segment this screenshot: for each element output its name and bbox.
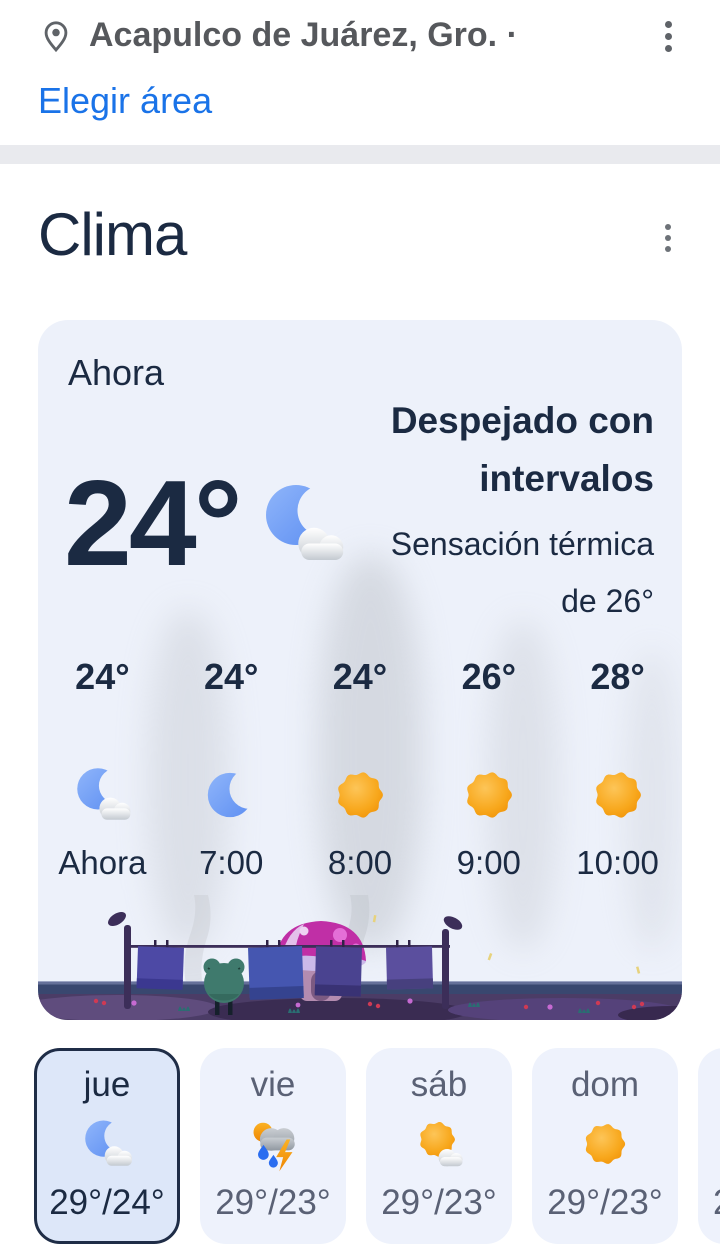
day-card-vie[interactable]: vie 29°/23° — [200, 1048, 346, 1244]
moon-cloud-icon — [254, 476, 350, 572]
sun-cloud-icon — [410, 1115, 468, 1173]
feels-like-line: Sensación térmica — [390, 526, 654, 562]
hour-temp: 26° — [461, 656, 517, 697]
storm-icon — [244, 1115, 302, 1173]
sun-icon — [585, 762, 651, 828]
hour-temp: 28° — [590, 656, 645, 697]
page-title: Clima — [38, 201, 187, 268]
section-divider — [0, 145, 720, 164]
day-card-sab[interactable]: sáb 29°/23° — [366, 1048, 512, 1244]
day-temps: 29°/23° — [547, 1183, 663, 1222]
hour-time: 8:00 — [327, 844, 393, 881]
location-pin-icon — [44, 20, 68, 52]
now-label: Ahora — [68, 352, 165, 393]
day-card-jue[interactable]: jue 29°/24° — [34, 1048, 180, 1244]
clothesline — [108, 911, 463, 1009]
hourly-item: 24° Ahora — [38, 656, 167, 882]
condition-text: Despejado con intervalos — [391, 392, 654, 508]
hourly-item: 24° 8:00 — [296, 656, 425, 882]
frog — [203, 958, 245, 1015]
hourly-forecast: 24° Ahora 24° 7:00 24° 8:00 26° 9:00 28°… — [38, 656, 682, 882]
day-card-dom[interactable]: dom 29°/23° — [532, 1048, 678, 1244]
day-temps: 2 — [713, 1183, 720, 1223]
day-temps: 29°/23° — [215, 1183, 331, 1222]
day-label: sáb — [410, 1065, 468, 1104]
current-temperature: 24° — [64, 455, 242, 591]
hour-temp: 24° — [75, 656, 130, 697]
flora — [93, 914, 645, 1013]
condition-line: intervalos — [479, 458, 654, 499]
kebab-menu-icon[interactable] — [649, 14, 687, 58]
day-label: vie — [250, 1065, 296, 1104]
choose-area-link[interactable]: Elegir área — [38, 80, 213, 121]
hour-time: 7:00 — [199, 844, 264, 881]
location-header: Acapulco de Juárez, Gro. · Elegir área — [0, 0, 720, 145]
day-label: dom — [570, 1065, 640, 1104]
hour-time: 10:00 — [576, 844, 659, 881]
feels-like-text: Sensación térmica de 26° — [391, 516, 654, 630]
moon-cloud-icon — [69, 762, 135, 828]
kebab-menu-icon[interactable] — [649, 216, 687, 260]
sun-icon — [456, 762, 522, 828]
daily-forecast-row: jue 29°/24° vie 29°/23° sáb 29°/23° dom … — [0, 1048, 720, 1246]
day-icon — [713, 1115, 720, 1173]
day-card-partial[interactable]: 2 — [698, 1048, 720, 1244]
hour-temp: 24° — [332, 656, 388, 697]
hourly-item: 24° 7:00 — [167, 656, 296, 882]
hourly-item: 26° 9:00 — [424, 656, 553, 882]
sun-icon — [576, 1115, 634, 1173]
hour-time: Ahora — [58, 844, 147, 881]
location-title: Acapulco de Juárez, Gro. · — [89, 16, 518, 54]
hour-time: 9:00 — [456, 844, 521, 881]
location-selector[interactable]: Acapulco de Juárez, Gro. · — [38, 16, 518, 55]
sun-icon — [327, 762, 393, 828]
condition-line: Despejado con — [390, 400, 654, 441]
day-label: jue — [83, 1065, 131, 1104]
moon-icon — [198, 762, 264, 828]
hour-temp: 24° — [203, 656, 259, 697]
weather-illustration — [38, 895, 682, 1020]
feels-like-line: de 26° — [561, 583, 654, 619]
day-temps: 29°/23° — [381, 1183, 497, 1222]
current-weather-card[interactable]: Ahora 24° Despejado con intervalos Sensa… — [38, 320, 682, 1020]
hourly-item: 28° 10:00 — [553, 656, 682, 882]
day-temps: 29°/24° — [49, 1183, 165, 1222]
moon-cloud-icon — [78, 1115, 136, 1173]
